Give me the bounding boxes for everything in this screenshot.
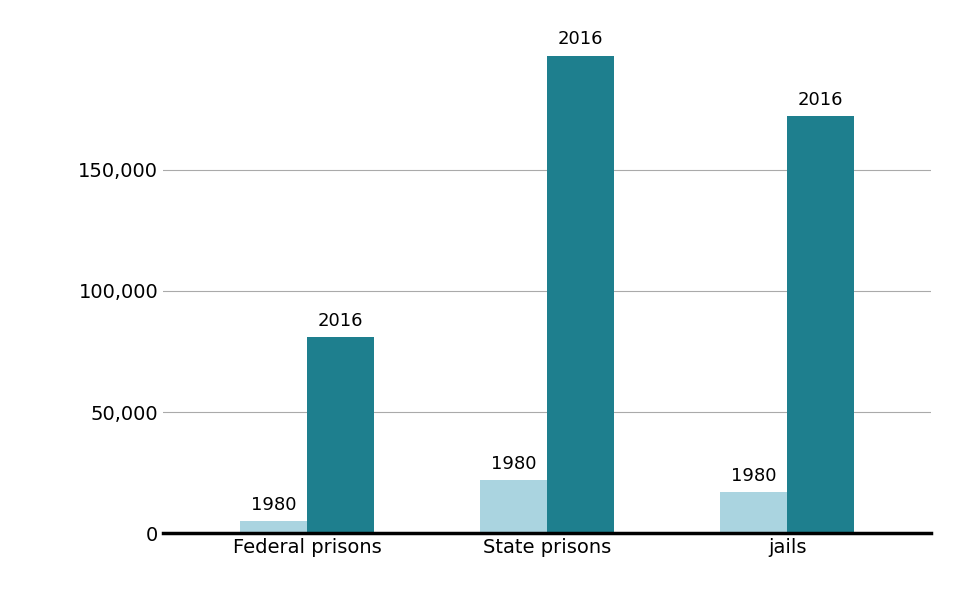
Bar bbox=[547, 56, 614, 533]
Text: 2016: 2016 bbox=[318, 311, 364, 330]
Bar bbox=[720, 492, 787, 533]
Text: 2016: 2016 bbox=[558, 30, 604, 48]
Text: 1980: 1980 bbox=[251, 496, 297, 514]
Bar bbox=[787, 116, 854, 533]
Bar bbox=[307, 337, 374, 533]
Bar bbox=[240, 521, 307, 533]
Text: 1980: 1980 bbox=[731, 467, 777, 485]
Text: 1980: 1980 bbox=[491, 454, 537, 473]
Bar bbox=[480, 480, 547, 533]
Text: 2016: 2016 bbox=[798, 91, 844, 109]
